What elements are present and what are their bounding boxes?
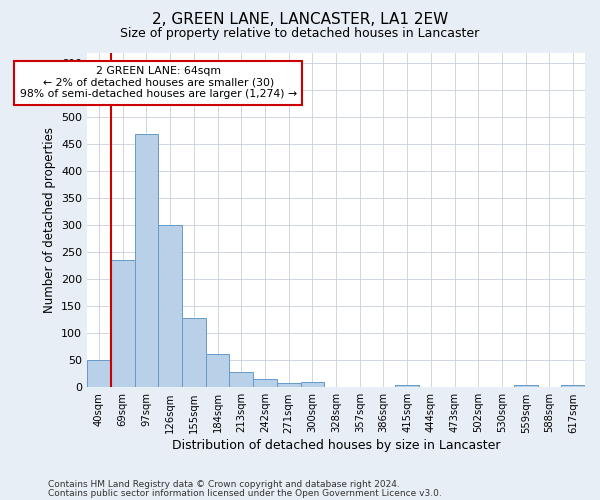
Bar (182, 318, 206, 388)
Bar (561, 384, 585, 388)
Text: 2 GREEN LANE: 64sqm
← 2% of detached houses are smaller (30)
98% of semi-detache: 2 GREEN LANE: 64sqm ← 2% of detached hou… (20, 66, 297, 99)
Text: Contains HM Land Registry data © Crown copyright and database right 2024.: Contains HM Land Registry data © Crown c… (48, 480, 400, 489)
Text: Contains public sector information licensed under the Open Government Licence v3: Contains public sector information licen… (48, 489, 442, 498)
Bar (277, 383, 301, 388)
Bar (514, 384, 538, 388)
Bar (301, 382, 324, 388)
Text: Size of property relative to detached houses in Lancaster: Size of property relative to detached ho… (121, 28, 479, 40)
Y-axis label: Number of detached properties: Number of detached properties (43, 127, 56, 313)
Bar (395, 384, 419, 388)
Bar (206, 354, 229, 388)
Bar (134, 134, 158, 388)
Bar (111, 260, 134, 388)
Text: 2, GREEN LANE, LANCASTER, LA1 2EW: 2, GREEN LANE, LANCASTER, LA1 2EW (152, 12, 448, 28)
Bar (229, 372, 253, 388)
Bar (158, 226, 182, 388)
X-axis label: Distribution of detached houses by size in Lancaster: Distribution of detached houses by size … (172, 440, 500, 452)
Bar (87, 360, 111, 388)
Bar (253, 379, 277, 388)
